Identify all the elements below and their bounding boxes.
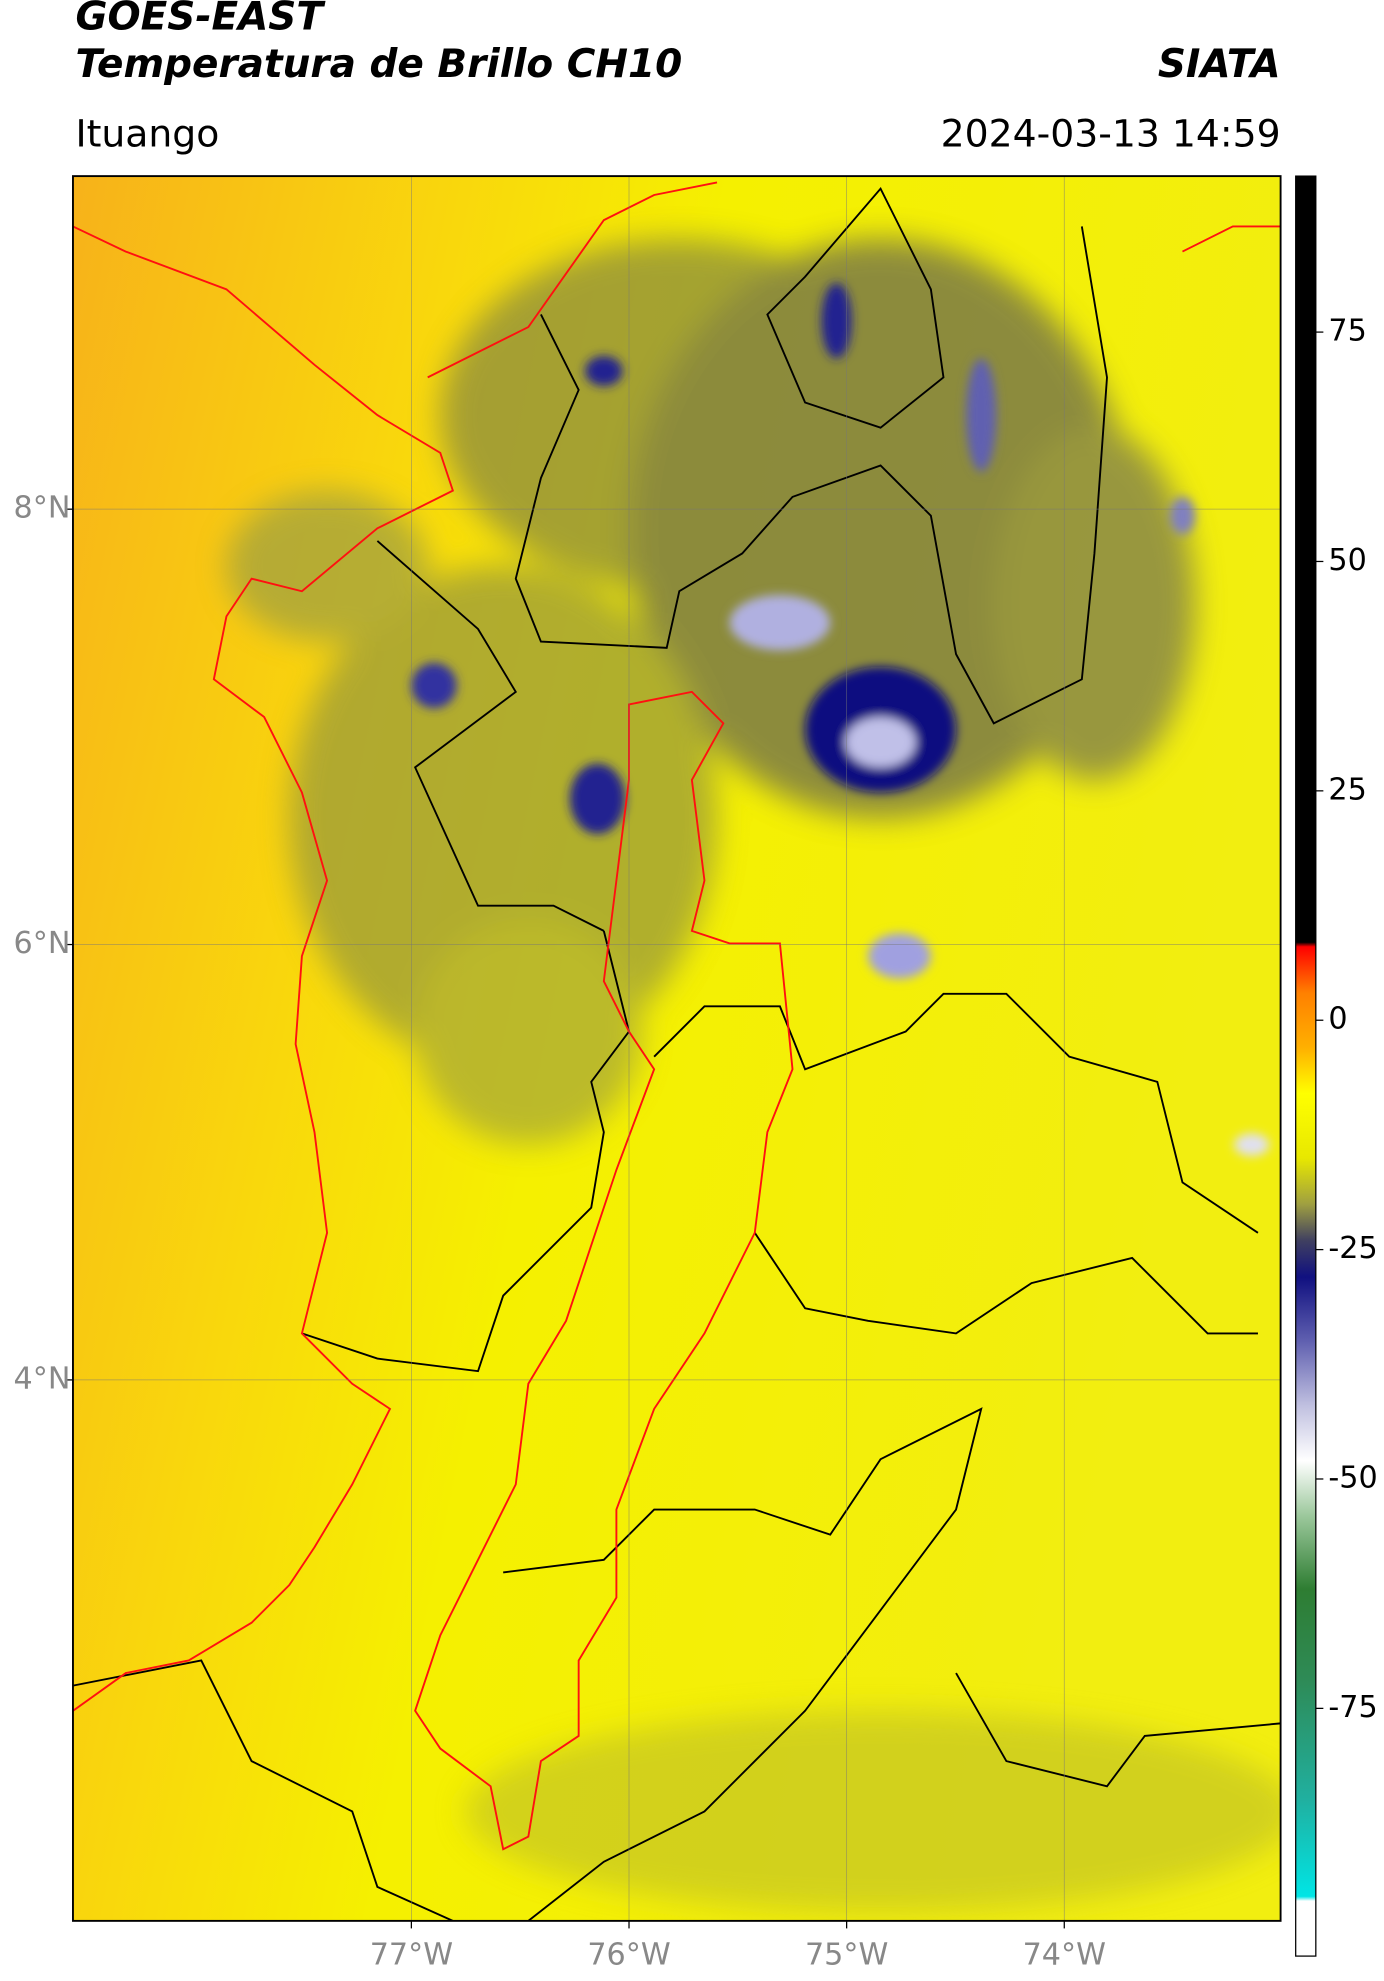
location: Ituango	[75, 111, 219, 155]
map	[72, 176, 1281, 1921]
x-tick-label: 77°W	[370, 1938, 453, 1973]
colorbar	[1295, 175, 1317, 1957]
clouds	[226, 239, 1281, 1913]
colorbar-tick-label: 75	[1328, 314, 1366, 349]
colorbar-tick-label: 0	[1328, 1002, 1347, 1037]
x-tick-label: 76°W	[587, 1938, 670, 1973]
subtitle: Temperatura de Brillo CH10	[75, 42, 682, 87]
country-boundaries	[72, 181, 1281, 1851]
colorbar-tick-label: -75	[1328, 1690, 1377, 1725]
source: SIATA	[1158, 42, 1281, 87]
y-tick-label: 6°N	[14, 926, 71, 961]
title: GOES-EAST	[75, 0, 326, 39]
admin-boundaries	[72, 186, 1281, 1921]
colorbar-tick-label: -50	[1328, 1460, 1377, 1495]
y-tick-label: 4°N	[14, 1361, 71, 1396]
x-tick-label: 75°W	[805, 1938, 888, 1973]
y-tick-label: 8°N	[14, 491, 71, 526]
colorbar-tick-label: 50	[1328, 543, 1366, 578]
x-tick-label: 74°W	[1023, 1938, 1106, 1973]
colorbar-tick-label: -25	[1328, 1231, 1377, 1266]
cold-cores	[411, 283, 1270, 1157]
timestamp: 2024-03-13 14:59	[941, 111, 1281, 155]
map-frame	[72, 175, 1282, 1922]
colorbar-tick-label: 25	[1328, 772, 1366, 807]
